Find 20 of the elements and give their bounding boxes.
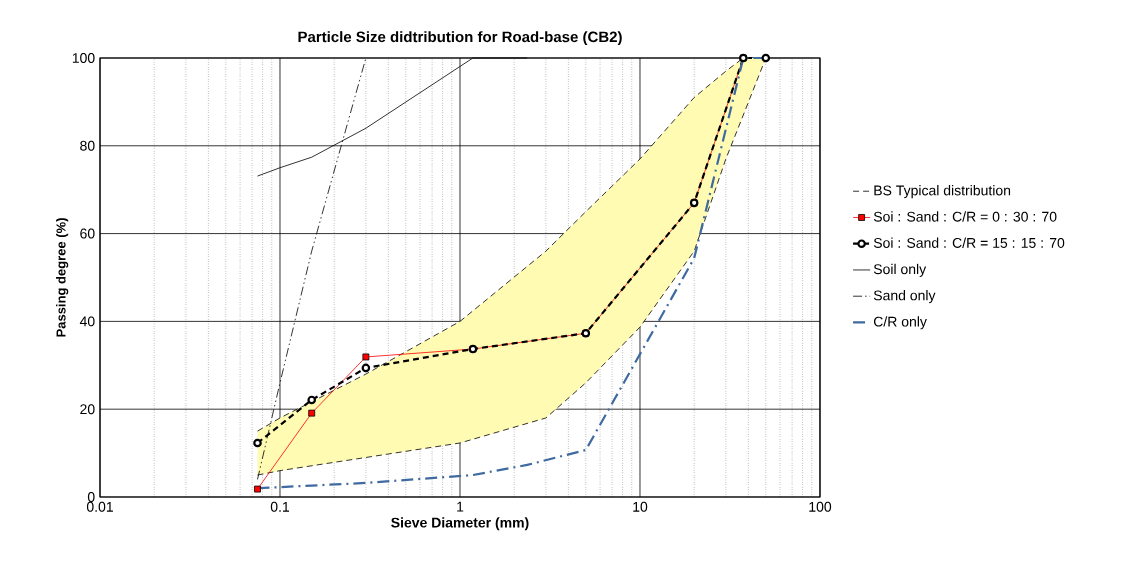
y-axis-title: Passing degree (%): [56, 218, 69, 337]
legend-label: BS Typical distribution: [874, 185, 1011, 199]
y-tick-label: 40: [79, 316, 95, 327]
legend-label: Soi : Sand : C/R = 15 : 15 : 70: [873, 237, 1065, 248]
y-tick-label: 80: [80, 140, 95, 151]
y-tick-label: 20: [80, 404, 95, 415]
y-tick-label: 0: [87, 492, 95, 502]
x-tick-label: 0.01: [86, 501, 113, 512]
legend-label: Soi : Sand : C/R = 0 : 30 : 70: [873, 211, 1057, 222]
x-tick-label: 10: [633, 501, 648, 512]
legend-label: C/R only: [873, 316, 927, 330]
x-axis-title: Sieve Diameter (mm): [391, 517, 529, 531]
y-tick-label: 60: [80, 228, 95, 239]
x-tick-label: 0.1: [270, 501, 290, 512]
x-tick-label: 100: [809, 501, 832, 512]
x-tick-label: 1: [457, 501, 464, 512]
legend-label: Soil only: [873, 263, 927, 277]
y-tick-label: 100: [72, 53, 95, 63]
chart-title: Particle Size didtribution for Road-base (CB2): [298, 31, 622, 46]
legend-label: Sand only: [873, 290, 936, 304]
